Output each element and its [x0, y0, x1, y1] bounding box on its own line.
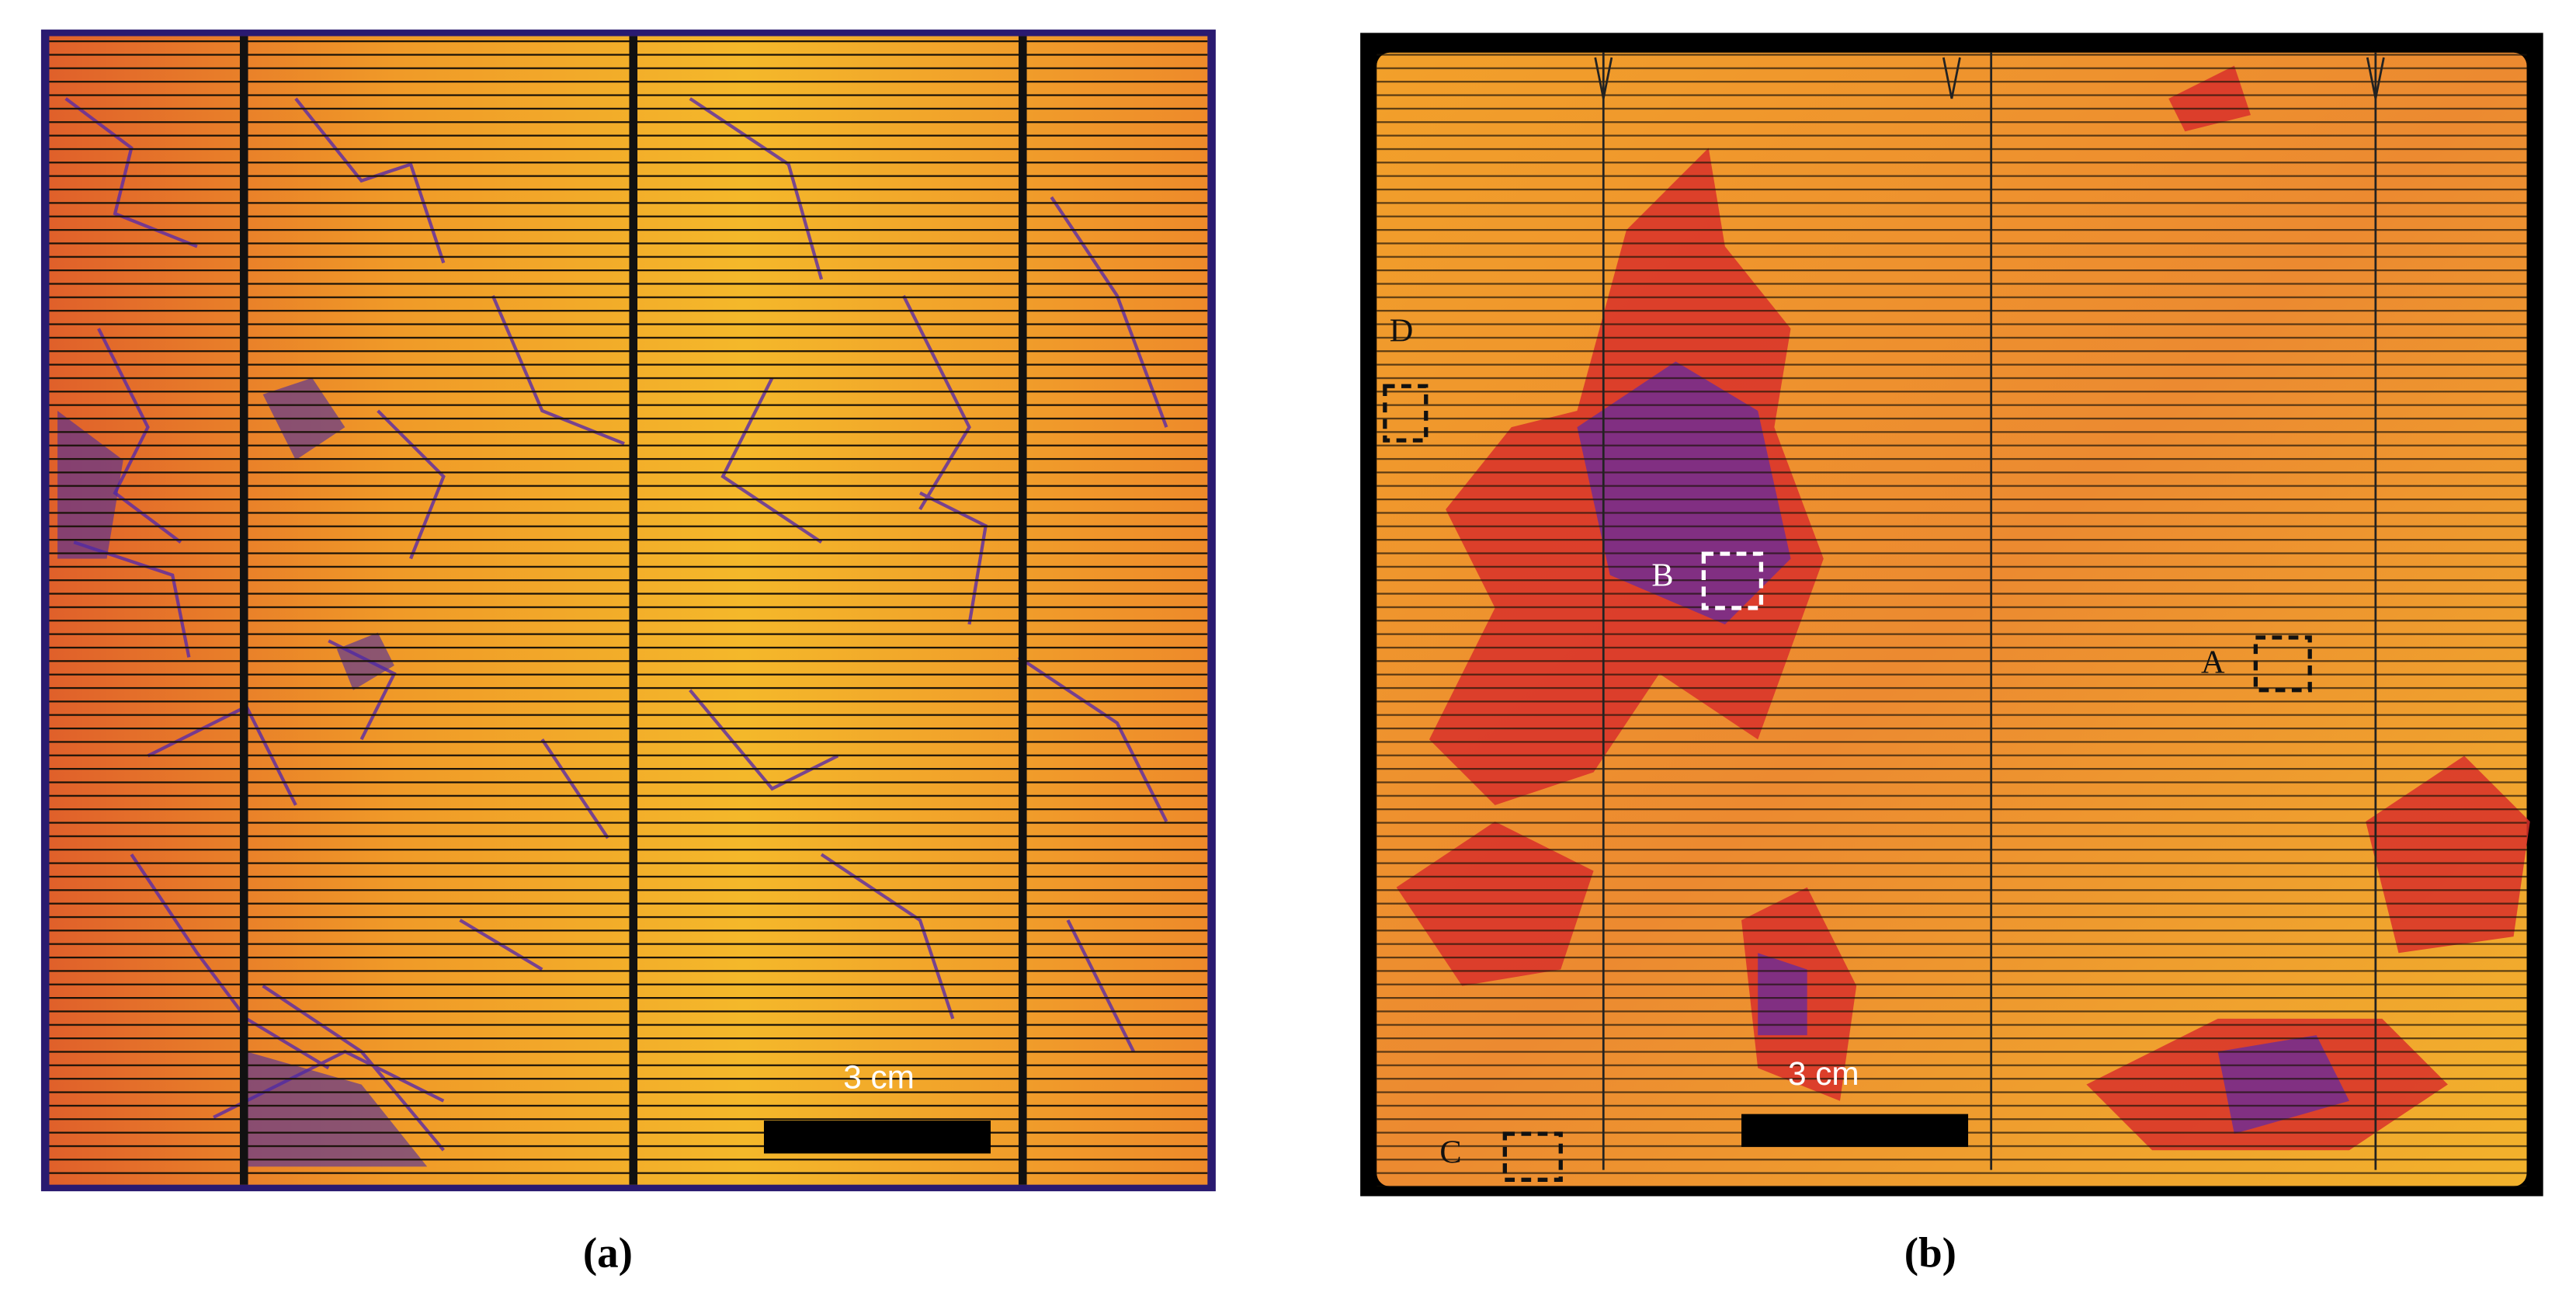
panel-b: 3 cm A B C D (b): [1360, 33, 2543, 1276]
scale-bar: [763, 1121, 991, 1154]
busbars: [1594, 52, 2385, 1170]
scale-bar-label: 3 cm: [1788, 1055, 1859, 1092]
scale-bar-label: 3 cm: [843, 1058, 915, 1095]
region-box: [2253, 635, 2312, 693]
busbars: [239, 36, 1027, 1185]
region-label: C: [1439, 1134, 1461, 1170]
fingers: [1377, 52, 2527, 1187]
panel-label: (b): [1904, 1228, 1956, 1276]
region-box: [1502, 1131, 1563, 1182]
region-box: [1701, 551, 1764, 610]
region-box: [1383, 384, 1429, 443]
region-label: A: [2201, 645, 2225, 681]
panel-a: 3 cm (a): [40, 30, 1216, 1276]
panel-label: (a): [583, 1228, 633, 1276]
region-label: B: [1651, 558, 1673, 594]
scale-bar: [1741, 1114, 1969, 1147]
fingers: [49, 36, 1208, 1185]
region-label: D: [1390, 312, 1414, 349]
